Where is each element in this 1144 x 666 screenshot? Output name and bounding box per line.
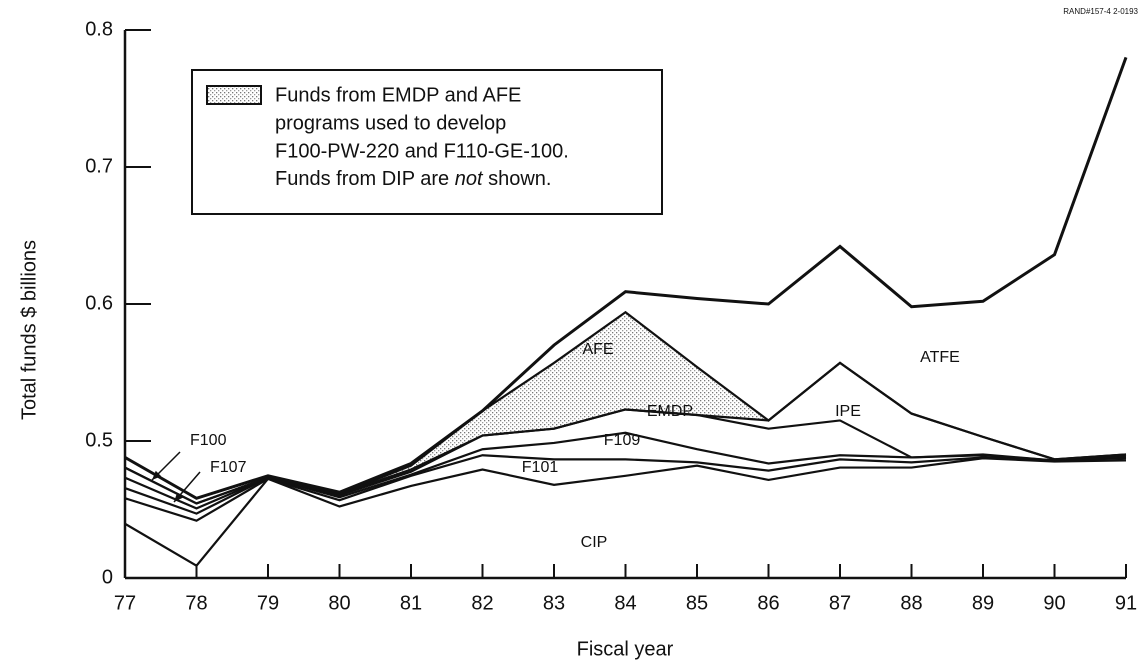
- x-tick-label: 79: [257, 592, 279, 614]
- x-axis-title: Fiscal year: [577, 638, 674, 660]
- x-tick-label: 88: [900, 592, 922, 614]
- x-tick-label: 84: [614, 592, 636, 614]
- y-tick-label: 0.7: [85, 155, 113, 177]
- region-label: F101: [522, 459, 559, 476]
- region-label: AFE: [582, 341, 613, 358]
- y-tick-label: 0: [102, 566, 113, 588]
- region-label: ATFE: [920, 349, 960, 366]
- arrow-head: [152, 470, 162, 480]
- legend-text: Funds from DIP are not shown.: [275, 168, 551, 190]
- annotation: F100: [190, 432, 227, 449]
- boundary-line: [124, 56, 1128, 500]
- y-axis-title: Total funds $ billions: [18, 240, 40, 420]
- legend-text: shown.: [488, 168, 551, 190]
- x-tick-label: 83: [543, 592, 565, 614]
- legend: Funds from EMDP and AFE programs used to…: [191, 69, 663, 215]
- x-tick-label: 90: [1043, 592, 1065, 614]
- x-tick-label: 82: [471, 592, 493, 614]
- x-tick-label: 81: [400, 592, 422, 614]
- x-tick-label: 85: [686, 592, 708, 614]
- region-label: IPE: [835, 403, 861, 420]
- legend-text: F100-PW-220 and F110-GE-100.: [275, 140, 569, 162]
- x-tick-label: 78: [185, 592, 207, 614]
- boundary-line: [124, 454, 1127, 522]
- x-tick-label: 77: [114, 592, 136, 614]
- x-tick-label: 86: [757, 592, 779, 614]
- y-tick-label: 0.6: [85, 292, 113, 314]
- x-tick-label: 80: [328, 592, 350, 614]
- region-label: F109: [604, 432, 641, 449]
- region-label: CIP: [581, 534, 608, 551]
- boundary-line: [124, 310, 1127, 505]
- legend-text: Funds from DIP are: [275, 168, 449, 190]
- plot: 0 0.5 0.6 0.7 0.8 77 78 79 80 81 82 83 84 85 86 87 88 89 9…: [85, 18, 1137, 614]
- area-band: [125, 362, 1126, 509]
- y-tick-label: 0.8: [85, 18, 113, 40]
- legend-text: not: [455, 168, 484, 190]
- x-tick-label: 89: [972, 592, 994, 614]
- legend-box: [191, 69, 663, 215]
- legend-text: Funds from EMDP and AFE: [275, 84, 521, 106]
- area-band: [125, 458, 1126, 578]
- source-code: RAND#157-4 2-0193: [1063, 7, 1138, 16]
- legend-swatch: [206, 85, 262, 105]
- arrow-head: [174, 492, 183, 502]
- y-tick-label: 0.5: [85, 429, 113, 451]
- region-label: EMDP: [647, 403, 693, 420]
- area-band: [125, 312, 1126, 504]
- annotation: F107: [210, 459, 247, 476]
- x-tick-label: 91: [1115, 592, 1137, 614]
- area-band: [125, 432, 1126, 521]
- legend-text: programs used to develop: [275, 112, 506, 134]
- x-tick-label: 87: [829, 592, 851, 614]
- area-band: [125, 409, 1126, 514]
- boundary-line: [124, 457, 1127, 568]
